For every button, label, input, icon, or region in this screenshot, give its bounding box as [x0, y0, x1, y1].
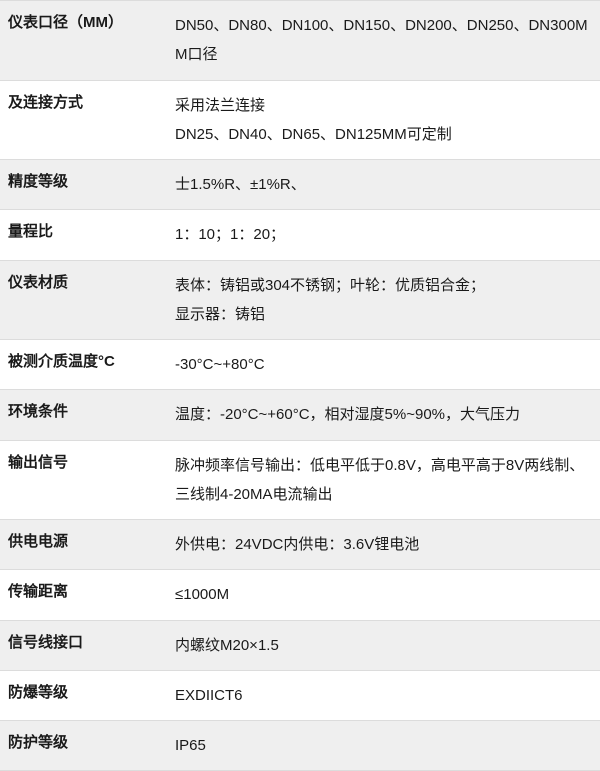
- table-row: 供电电源 外供电：24VDC内供电：3.6V锂电池: [0, 519, 600, 569]
- table-row: 信号线接口 内螺纹M20×1.5: [0, 620, 600, 670]
- row-value: 脉冲频率信号输出：低电平低于0.8V，高电平高于8V两线制、三线制4-20MA电…: [175, 441, 600, 520]
- row-label: 供电电源: [0, 520, 175, 569]
- table-row: 仪表材质 表体：铸铝或304不锈钢；叶轮：优质铝合金；显示器：铸铝: [0, 260, 600, 340]
- row-label: 及连接方式: [0, 81, 175, 160]
- row-label: 防爆等级: [0, 671, 175, 720]
- row-label: 环境条件: [0, 390, 175, 439]
- table-row: 防爆等级 EXDIICT6: [0, 670, 600, 720]
- row-label: 仪表口径（MM）: [0, 1, 175, 80]
- table-row: 输出信号 脉冲频率信号输出：低电平低于0.8V，高电平高于8V两线制、三线制4-…: [0, 440, 600, 520]
- row-label: 防护等级: [0, 721, 175, 770]
- table-row: 环境条件 温度：-20°C~+60°C，相对湿度5%~90%，大气压力: [0, 389, 600, 439]
- row-value: DN50、DN80、DN100、DN150、DN200、DN250、DN300M…: [175, 1, 600, 80]
- table-row: 及连接方式 采用法兰连接DN25、DN40、DN65、DN125MM可定制: [0, 80, 600, 160]
- row-value: 外供电：24VDC内供电：3.6V锂电池: [175, 520, 600, 569]
- table-row: 被测介质温度°C -30°C~+80°C: [0, 339, 600, 389]
- row-value: 表体：铸铝或304不锈钢；叶轮：优质铝合金；显示器：铸铝: [175, 261, 600, 340]
- row-value: 采用法兰连接DN25、DN40、DN65、DN125MM可定制: [175, 81, 600, 160]
- row-value: 1：10；1：20；: [175, 210, 600, 259]
- row-label: 信号线接口: [0, 621, 175, 670]
- table-row: 量程比 1：10；1：20；: [0, 209, 600, 259]
- row-value: 内螺纹M20×1.5: [175, 621, 600, 670]
- table-row: 防护等级 IP65: [0, 720, 600, 771]
- row-value: -30°C~+80°C: [175, 340, 600, 389]
- row-value: 士1.5%R、±1%R、: [175, 160, 600, 209]
- row-label: 量程比: [0, 210, 175, 259]
- table-row: 传输距离 ≤1000M: [0, 569, 600, 619]
- table-row: 仪表口径（MM） DN50、DN80、DN100、DN150、DN200、DN2…: [0, 0, 600, 80]
- row-value: EXDIICT6: [175, 671, 600, 720]
- row-value: IP65: [175, 721, 600, 770]
- row-label: 精度等级: [0, 160, 175, 209]
- table-row: 精度等级 士1.5%R、±1%R、: [0, 159, 600, 209]
- row-value: ≤1000M: [175, 570, 600, 619]
- row-label: 传输距离: [0, 570, 175, 619]
- row-label: 输出信号: [0, 441, 175, 520]
- row-label: 仪表材质: [0, 261, 175, 340]
- row-value: 温度：-20°C~+60°C，相对湿度5%~90%，大气压力: [175, 390, 600, 439]
- specification-table: 仪表口径（MM） DN50、DN80、DN100、DN150、DN200、DN2…: [0, 0, 600, 771]
- row-label: 被测介质温度°C: [0, 340, 175, 389]
